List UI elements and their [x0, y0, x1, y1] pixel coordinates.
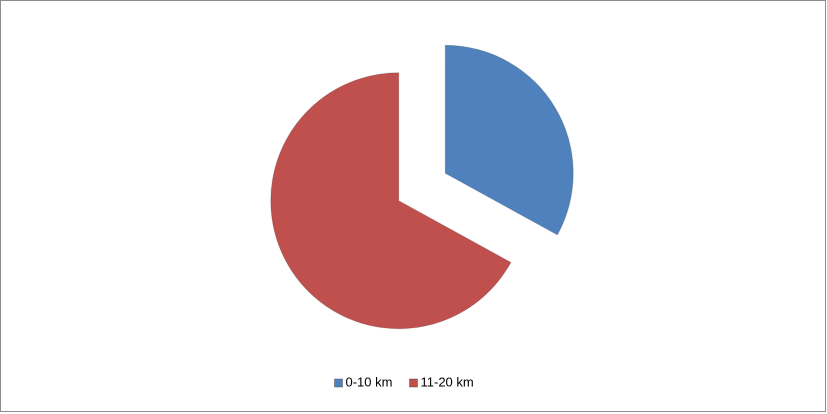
- pie-slice: [444, 44, 574, 236]
- legend-swatch: [409, 378, 418, 388]
- legend-label: 0-10 km: [346, 374, 393, 389]
- pie-slice: [270, 72, 512, 330]
- legend-swatch: [334, 378, 343, 388]
- legend-label: 11-20 km: [421, 374, 474, 389]
